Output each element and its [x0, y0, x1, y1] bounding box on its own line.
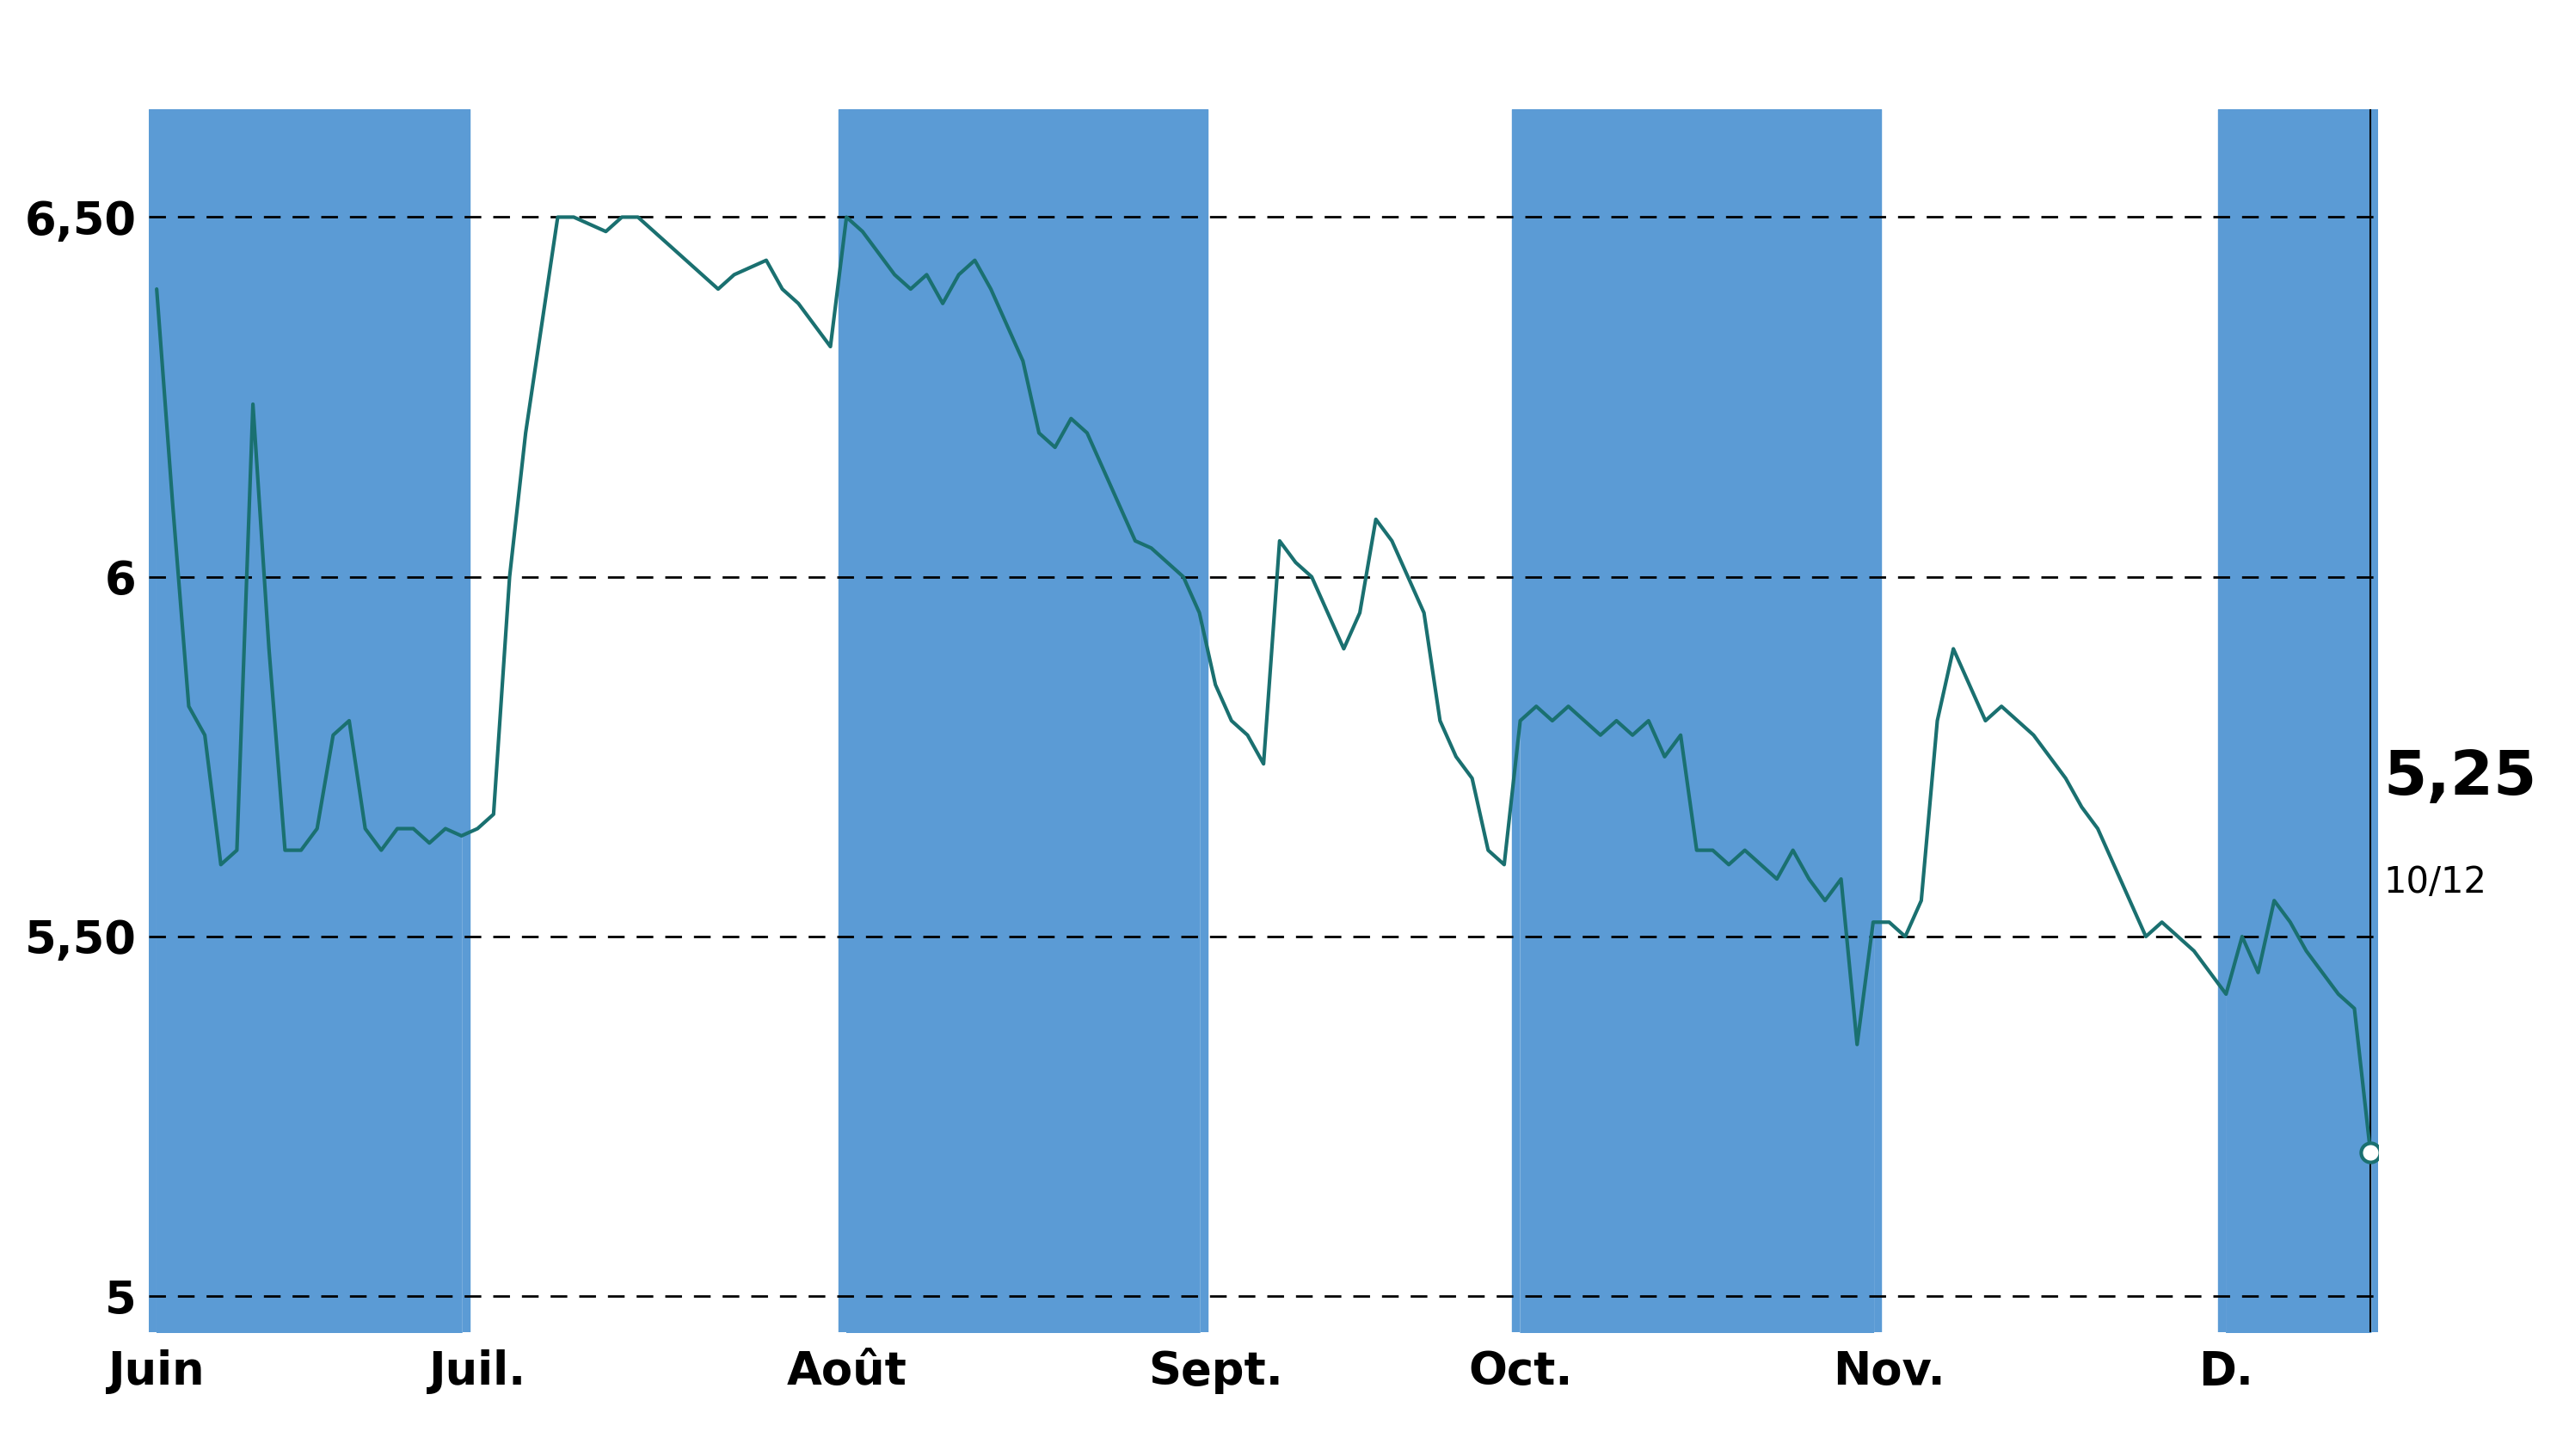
- Text: 10/12: 10/12: [2384, 865, 2486, 901]
- Bar: [149, 109, 469, 1332]
- Text: 5,25: 5,25: [2384, 748, 2537, 808]
- Bar: [838, 109, 1207, 1332]
- Text: PRISMAFLEX INTL: PRISMAFLEX INTL: [815, 13, 1748, 103]
- Bar: [2217, 109, 2378, 1332]
- Bar: [1512, 109, 1881, 1332]
